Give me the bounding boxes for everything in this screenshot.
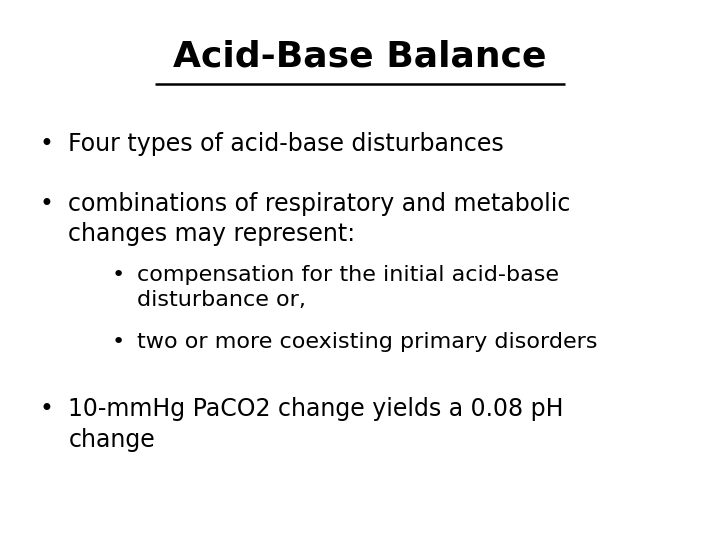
Text: •: •: [112, 332, 125, 352]
Text: Four types of acid-base disturbances: Four types of acid-base disturbances: [68, 132, 504, 156]
Text: •: •: [40, 192, 53, 215]
Text: combinations of respiratory and metabolic
changes may represent:: combinations of respiratory and metaboli…: [68, 192, 571, 246]
Text: 10-mmHg PaCO2 change yields a 0.08 pH
change: 10-mmHg PaCO2 change yields a 0.08 pH ch…: [68, 397, 564, 451]
Text: two or more coexisting primary disorders: two or more coexisting primary disorders: [137, 332, 598, 352]
Text: •: •: [40, 132, 53, 156]
Text: Acid-Base Balance: Acid-Base Balance: [174, 40, 546, 73]
Text: •: •: [40, 397, 53, 421]
Text: •: •: [112, 265, 125, 285]
Text: compensation for the initial acid-base
disturbance or,: compensation for the initial acid-base d…: [137, 265, 559, 310]
